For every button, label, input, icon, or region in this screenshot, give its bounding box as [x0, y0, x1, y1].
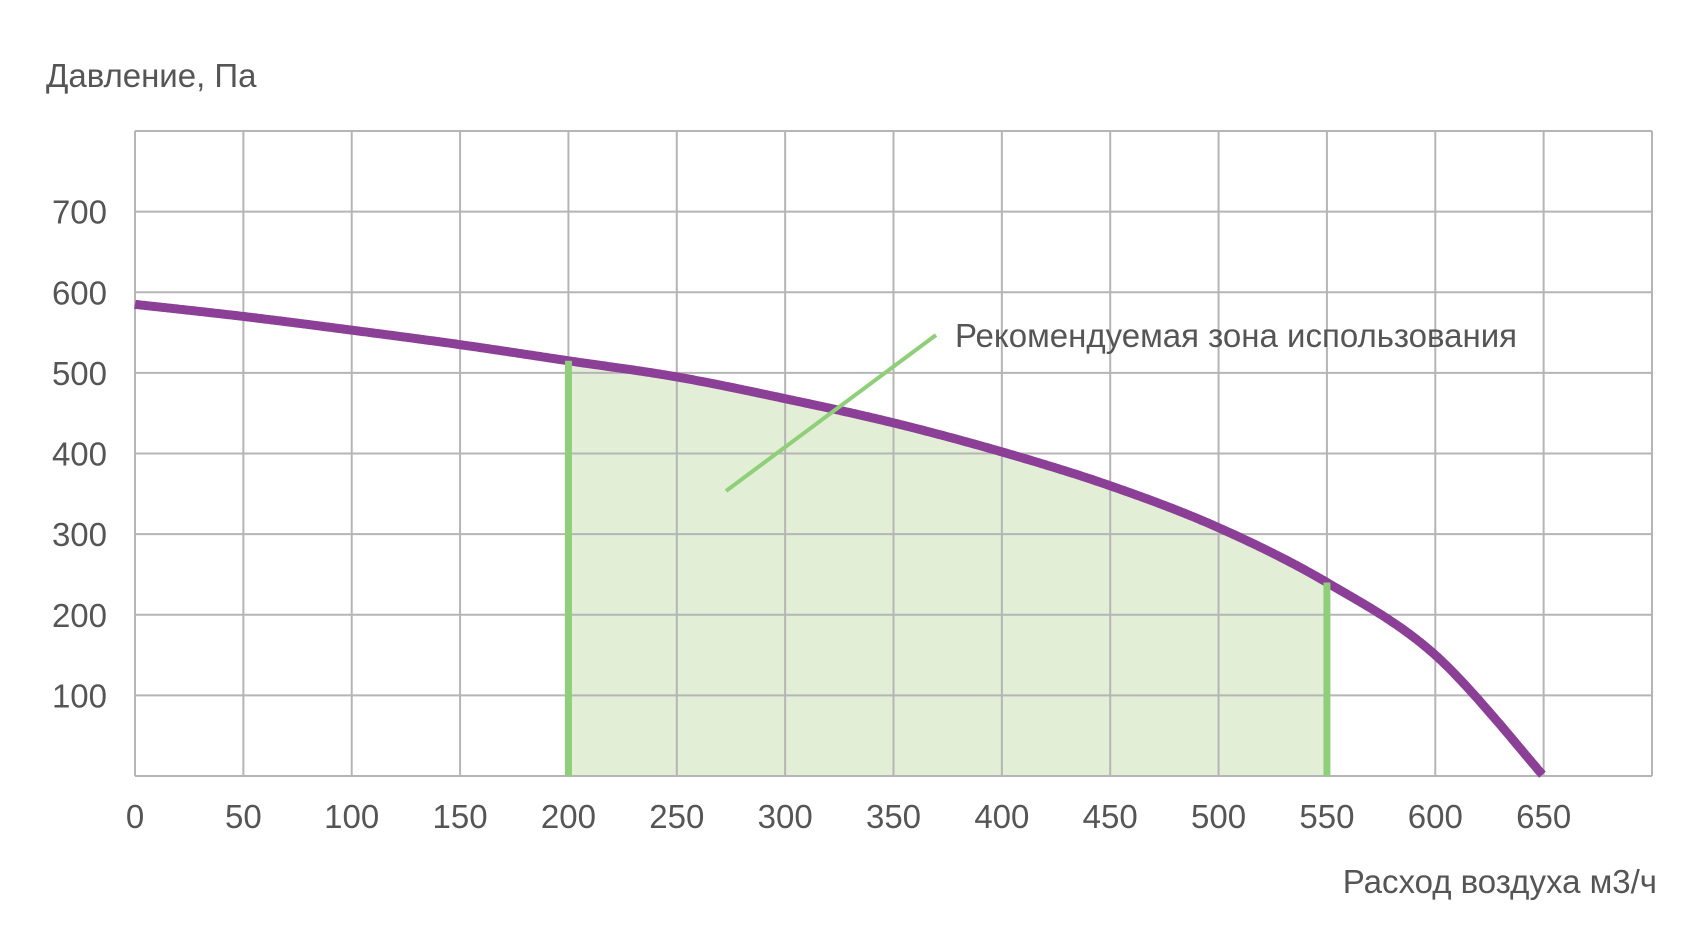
- tick-labels: 0 50 100 150 200 250 300 350 400 450 500 550 600 650 1…: [52, 194, 1571, 835]
- zone-label: Рекомендуемая зона использования: [955, 317, 1517, 354]
- y-tick-label: 600: [52, 274, 107, 311]
- x-tick-label: 300: [758, 798, 813, 835]
- x-tick-label: 50: [225, 798, 262, 835]
- x-tick-label: 0: [126, 798, 144, 835]
- zone-leader-line: [724, 333, 938, 493]
- y-tick-label: 100: [52, 677, 107, 714]
- x-tick-label: 150: [433, 798, 488, 835]
- y-tick-label: 300: [52, 516, 107, 553]
- x-tick-label: 200: [541, 798, 596, 835]
- x-tick-label: 600: [1408, 798, 1463, 835]
- recommended-zone: [568, 360, 1327, 776]
- zone-fill: [568, 360, 1327, 776]
- y-tick-label: 400: [52, 436, 107, 473]
- x-tick-label: 450: [1083, 798, 1138, 835]
- y-axis-title: Давление, Па: [46, 57, 257, 94]
- x-tick-label: 250: [649, 798, 704, 835]
- x-axis-title: Расход воздуха м3/ч: [1343, 863, 1657, 900]
- x-tick-label: 100: [324, 798, 379, 835]
- x-tick-label: 400: [974, 798, 1029, 835]
- x-tick-label: 650: [1516, 798, 1571, 835]
- grid: [134, 130, 1653, 777]
- y-tick-label: 500: [52, 355, 107, 392]
- y-tick-label: 200: [52, 597, 107, 634]
- x-tick-label: 350: [866, 798, 921, 835]
- x-tick-label: 500: [1191, 798, 1246, 835]
- x-tick-label: 550: [1299, 798, 1354, 835]
- y-tick-label: 700: [52, 194, 107, 231]
